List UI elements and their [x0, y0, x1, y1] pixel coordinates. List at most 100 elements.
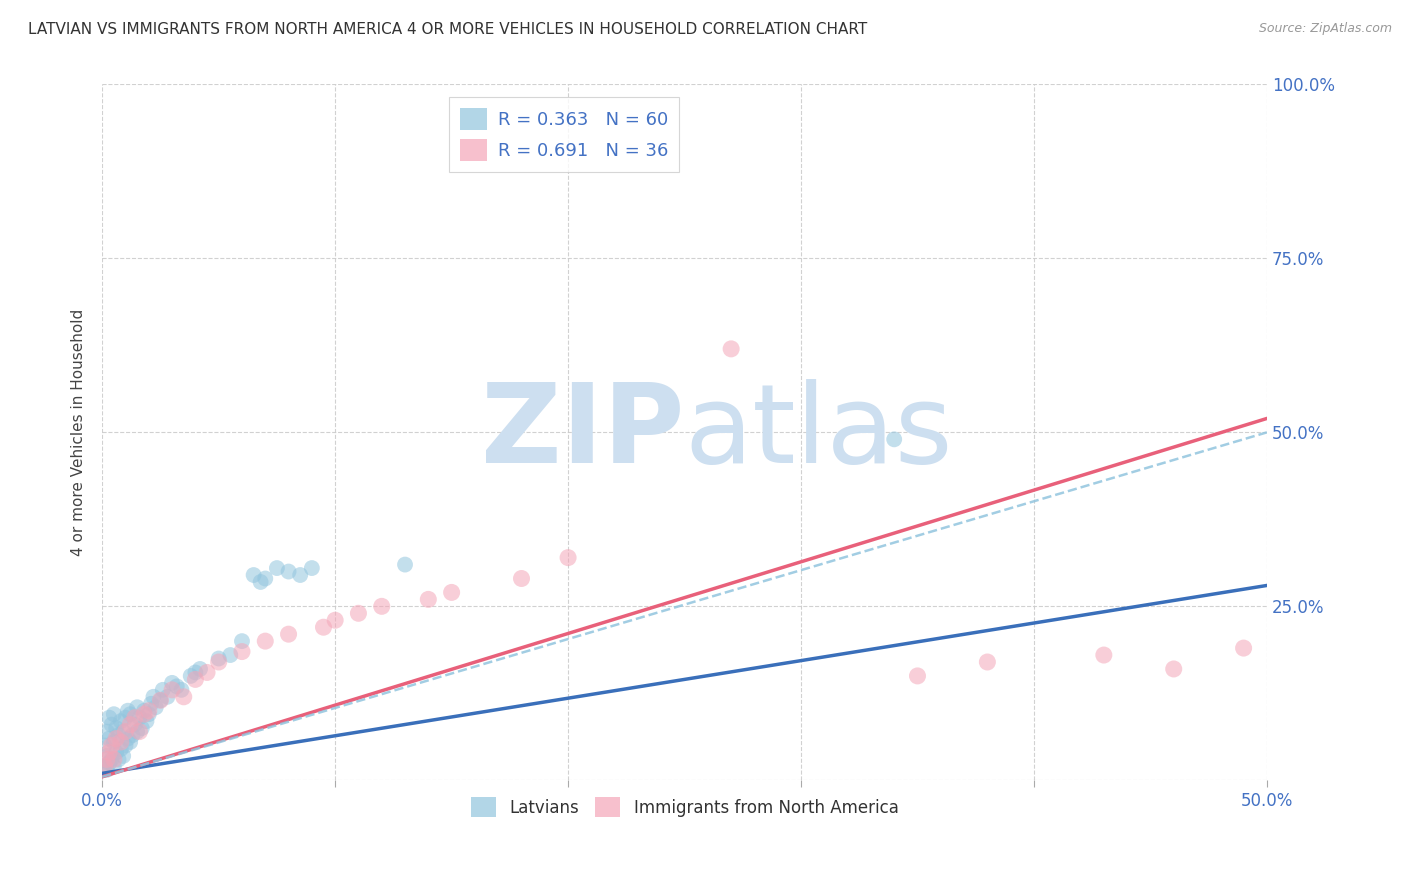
- Point: [93, 739, 115, 753]
- Point: [96, 748, 118, 763]
- Point: [98, 756, 121, 770]
- Point: [107, 752, 129, 766]
- Point: [180, 669, 202, 683]
- Point: [124, 717, 146, 731]
- Point: [219, 648, 242, 662]
- Point: [138, 707, 160, 722]
- Point: [277, 627, 299, 641]
- Point: [976, 655, 998, 669]
- Point: [103, 759, 125, 773]
- Point: [114, 724, 136, 739]
- Point: [117, 731, 139, 746]
- Point: [103, 735, 125, 749]
- Point: [883, 433, 905, 447]
- Point: [173, 690, 195, 704]
- Point: [100, 717, 122, 731]
- Point: [145, 700, 167, 714]
- Text: Source: ZipAtlas.com: Source: ZipAtlas.com: [1258, 22, 1392, 36]
- Point: [100, 739, 122, 753]
- Point: [290, 568, 312, 582]
- Point: [121, 728, 143, 742]
- Point: [134, 707, 156, 722]
- Point: [152, 682, 174, 697]
- Point: [120, 707, 142, 722]
- Point: [254, 572, 277, 586]
- Point: [1232, 641, 1254, 656]
- Point: [231, 644, 253, 658]
- Point: [231, 634, 253, 648]
- Point: [394, 558, 416, 572]
- Point: [105, 731, 128, 746]
- Point: [323, 613, 346, 627]
- Point: [208, 651, 231, 665]
- Point: [208, 655, 231, 669]
- Point: [105, 721, 128, 735]
- Point: [254, 634, 277, 648]
- Point: [110, 742, 132, 756]
- Point: [242, 568, 264, 582]
- Point: [170, 682, 193, 697]
- Point: [114, 739, 136, 753]
- Point: [103, 752, 125, 766]
- Point: [557, 550, 579, 565]
- Point: [1092, 648, 1115, 662]
- Point: [720, 342, 742, 356]
- Point: [120, 735, 142, 749]
- Point: [105, 746, 128, 760]
- Point: [114, 711, 136, 725]
- Point: [93, 759, 115, 773]
- Point: [301, 561, 323, 575]
- Point: [127, 724, 149, 739]
- Point: [103, 707, 125, 722]
- Point: [149, 693, 172, 707]
- Point: [156, 690, 179, 704]
- Point: [107, 728, 129, 742]
- Legend: Latvians, Immigrants from North America: Latvians, Immigrants from North America: [464, 790, 905, 824]
- Point: [184, 665, 207, 680]
- Point: [110, 735, 132, 749]
- Point: [371, 599, 394, 614]
- Point: [98, 711, 121, 725]
- Point: [127, 700, 149, 714]
- Point: [112, 724, 135, 739]
- Point: [98, 731, 121, 746]
- Point: [249, 574, 271, 589]
- Point: [440, 585, 463, 599]
- Point: [96, 752, 118, 766]
- Point: [93, 759, 115, 773]
- Point: [96, 763, 118, 777]
- Point: [418, 592, 440, 607]
- Point: [160, 682, 183, 697]
- Point: [347, 607, 370, 621]
- Y-axis label: 4 or more Vehicles in Household: 4 or more Vehicles in Household: [72, 309, 86, 556]
- Point: [149, 693, 172, 707]
- Point: [510, 572, 533, 586]
- Point: [138, 704, 160, 718]
- Point: [160, 676, 183, 690]
- Point: [312, 620, 335, 634]
- Point: [124, 711, 146, 725]
- Point: [131, 721, 153, 735]
- Point: [907, 669, 929, 683]
- Point: [195, 665, 218, 680]
- Point: [96, 724, 118, 739]
- Point: [98, 746, 121, 760]
- Text: ZIP: ZIP: [481, 379, 685, 486]
- Text: LATVIAN VS IMMIGRANTS FROM NORTH AMERICA 4 OR MORE VEHICLES IN HOUSEHOLD CORRELA: LATVIAN VS IMMIGRANTS FROM NORTH AMERICA…: [28, 22, 868, 37]
- Point: [100, 752, 122, 766]
- Point: [112, 748, 135, 763]
- Point: [134, 704, 156, 718]
- Point: [277, 565, 299, 579]
- Text: atlas: atlas: [685, 379, 953, 486]
- Point: [117, 704, 139, 718]
- Point: [184, 673, 207, 687]
- Point: [166, 679, 188, 693]
- Point: [128, 711, 150, 725]
- Point: [128, 724, 150, 739]
- Point: [110, 714, 132, 728]
- Point: [266, 561, 288, 575]
- Point: [120, 717, 142, 731]
- Point: [142, 690, 165, 704]
- Point: [1163, 662, 1185, 676]
- Point: [139, 697, 162, 711]
